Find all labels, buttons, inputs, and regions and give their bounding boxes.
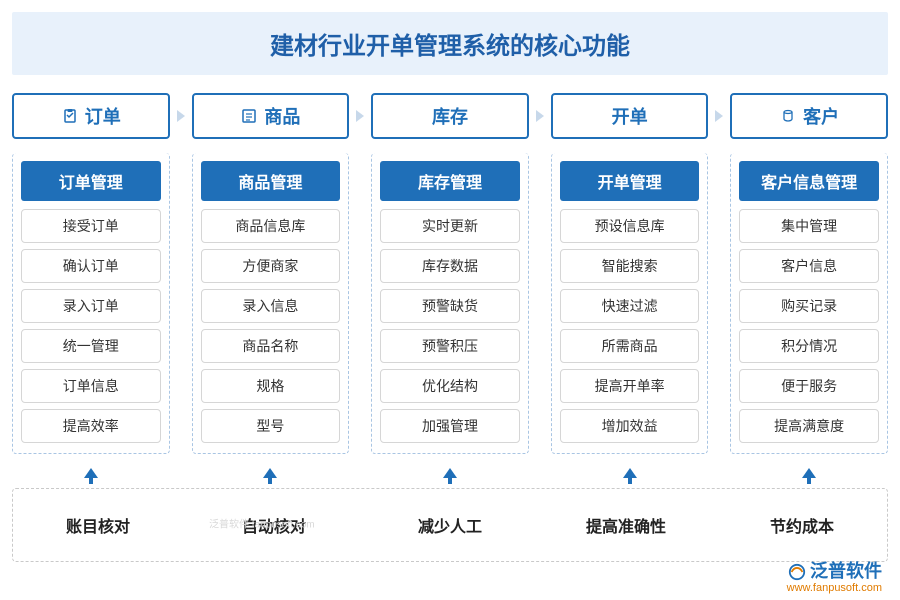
list-item: 提高满意度 (739, 409, 879, 443)
clipboard-icon (61, 107, 79, 125)
list-item: 智能搜索 (560, 249, 700, 283)
benefit-cell: 泛普软件 fanpusoft.com 自动核对 (197, 499, 351, 551)
category-header-label: 开单 (612, 103, 648, 129)
category-header-label: 客户 (803, 103, 839, 129)
benefit-cell: 节约成本 (725, 499, 879, 551)
chevron-right-icon (708, 110, 730, 122)
category-header-orders: 订单 (12, 93, 170, 139)
column-title: 库存管理 (380, 161, 520, 201)
category-header-inventory: 库存 (371, 93, 529, 139)
feature-columns: 订单管理 接受订单 确认订单 录入订单 统一管理 订单信息 提高效率 商品管理 … (12, 153, 888, 454)
list-item: 集中管理 (739, 209, 879, 243)
page-title: 建材行业开单管理系统的核心功能 (12, 12, 888, 75)
list-item: 提高效率 (21, 409, 161, 443)
column-inventory: 库存管理 实时更新 库存数据 预警缺货 预警积压 优化结构 加强管理 (371, 153, 529, 454)
column-title: 客户信息管理 (739, 161, 879, 201)
list-item: 优化结构 (380, 369, 520, 403)
column-billing: 开单管理 预设信息库 智能搜索 快速过滤 所需商品 提高开单率 增加效益 (551, 153, 709, 454)
column-title: 订单管理 (21, 161, 161, 201)
benefit-label: 减少人工 (418, 519, 482, 536)
list-item: 方便商家 (201, 249, 341, 283)
list-item: 积分情况 (739, 329, 879, 363)
list-item: 加强管理 (380, 409, 520, 443)
arrow-up-icon (802, 468, 816, 478)
list-item: 提高开单率 (560, 369, 700, 403)
category-header-products: 商品 (192, 93, 350, 139)
benefits-row: 账目核对 泛普软件 fanpusoft.com 自动核对 减少人工 提高准确性 … (12, 488, 888, 562)
brand-name: 泛普软件 (810, 562, 882, 582)
list-item: 库存数据 (380, 249, 520, 283)
arrow-up-icon (443, 468, 457, 478)
list-item: 规格 (201, 369, 341, 403)
category-header-billing: 开单 (551, 93, 709, 139)
benefit-label: 账目核对 (66, 519, 130, 536)
list-item: 确认订单 (21, 249, 161, 283)
benefit-cell: 提高准确性 (549, 499, 703, 551)
benefit-label: 节约成本 (770, 519, 834, 536)
column-title: 开单管理 (560, 161, 700, 201)
category-header-label: 库存 (432, 103, 468, 129)
benefit-cell: 账目核对 (21, 499, 175, 551)
brand-watermark: 泛普软件 www.fanpusoft.com (787, 562, 882, 594)
brand-url: www.fanpusoft.com (787, 582, 882, 594)
list-icon (240, 107, 258, 125)
list-item: 预警缺货 (380, 289, 520, 323)
list-item: 便于服务 (739, 369, 879, 403)
chevron-right-icon (170, 110, 192, 122)
arrow-up-icon (263, 468, 277, 478)
list-item: 型号 (201, 409, 341, 443)
list-item: 录入信息 (201, 289, 341, 323)
list-item: 客户信息 (739, 249, 879, 283)
list-item: 所需商品 (560, 329, 700, 363)
column-customers: 客户信息管理 集中管理 客户信息 购买记录 积分情况 便于服务 提高满意度 (730, 153, 888, 454)
benefit-label: 提高准确性 (586, 519, 666, 536)
list-item: 增加效益 (560, 409, 700, 443)
list-item: 预警积压 (380, 329, 520, 363)
category-header-label: 商品 (264, 103, 300, 129)
chevron-right-icon (349, 110, 371, 122)
brand-logo-icon (788, 563, 806, 581)
arrow-up-icon (623, 468, 637, 478)
list-item: 订单信息 (21, 369, 161, 403)
list-item: 商品信息库 (201, 209, 341, 243)
category-header-row: 订单 商品 库存 开单 客户 (12, 93, 888, 139)
watermark-faint: 泛普软件 fanpusoft.com (209, 520, 315, 531)
category-header-label: 订单 (85, 103, 121, 129)
list-item: 实时更新 (380, 209, 520, 243)
list-item: 统一管理 (21, 329, 161, 363)
list-item: 录入订单 (21, 289, 161, 323)
column-products: 商品管理 商品信息库 方便商家 录入信息 商品名称 规格 型号 (192, 153, 350, 454)
up-arrows-row (12, 468, 888, 478)
column-title: 商品管理 (201, 161, 341, 201)
list-item: 预设信息库 (560, 209, 700, 243)
list-item: 商品名称 (201, 329, 341, 363)
chevron-right-icon (529, 110, 551, 122)
arrow-up-icon (84, 468, 98, 478)
list-item: 快速过滤 (560, 289, 700, 323)
list-item: 购买记录 (739, 289, 879, 323)
benefit-cell: 减少人工 (373, 499, 527, 551)
category-header-customers: 客户 (730, 93, 888, 139)
list-item: 接受订单 (21, 209, 161, 243)
jar-icon (779, 107, 797, 125)
column-orders: 订单管理 接受订单 确认订单 录入订单 统一管理 订单信息 提高效率 (12, 153, 170, 454)
